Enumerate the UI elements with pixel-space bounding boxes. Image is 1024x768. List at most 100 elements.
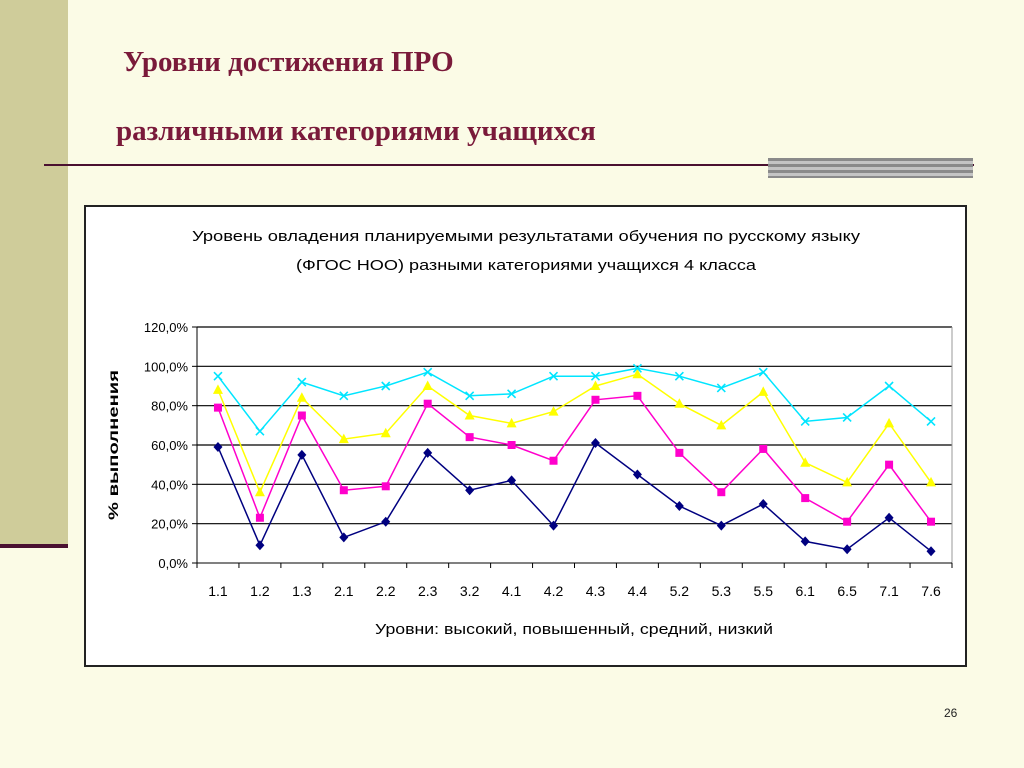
data-point <box>255 513 264 522</box>
data-point <box>926 546 936 557</box>
title-divider-accent <box>768 158 973 178</box>
data-point <box>884 417 895 428</box>
data-point <box>381 516 391 527</box>
data-point <box>590 371 601 381</box>
data-point <box>674 500 684 511</box>
data-point <box>549 520 559 531</box>
data-point <box>716 520 726 531</box>
data-point <box>213 371 223 381</box>
x-tick-label: 4.2 <box>544 583 564 599</box>
data-point <box>800 416 810 426</box>
data-point <box>632 368 643 379</box>
data-point <box>339 486 348 495</box>
data-point <box>717 488 726 497</box>
x-tick-label: 1.2 <box>250 583 270 599</box>
data-point <box>590 380 601 390</box>
data-point <box>758 367 768 377</box>
x-tick-label: 2.1 <box>334 583 354 599</box>
data-point <box>633 391 642 400</box>
data-point <box>632 363 642 373</box>
data-point <box>800 457 811 467</box>
data-point <box>842 476 853 487</box>
data-point <box>549 456 558 465</box>
data-point <box>548 371 559 381</box>
x-tick-label: 5.2 <box>670 583 690 599</box>
data-point <box>297 411 306 420</box>
series-2 <box>213 391 936 526</box>
data-point <box>212 384 223 394</box>
x-tick-label: 4.3 <box>586 583 606 599</box>
chart-frame: Уровень овладения планируемыми результат… <box>84 205 967 667</box>
data-point <box>296 392 307 402</box>
x-axis-label: Уровни: высокий, повышенный, средний, ни… <box>375 621 773 638</box>
x-tick-label: 2.2 <box>376 583 396 599</box>
data-point <box>884 381 894 391</box>
series-lines <box>212 363 937 557</box>
data-point <box>423 367 433 377</box>
page-number: 26 <box>944 706 958 720</box>
data-point <box>465 433 474 442</box>
x-tick-label: 3.2 <box>460 583 480 599</box>
y-tick-label: 20,0% <box>151 517 188 532</box>
x-tick-label: 6.5 <box>837 583 857 599</box>
data-point <box>674 398 685 408</box>
chart-subtitle: (ФГОС НОО) разными категориями учащихся … <box>296 257 757 274</box>
data-point <box>842 412 852 423</box>
slide-title-line-1: Уровни достижения ПРО <box>123 46 454 78</box>
data-point <box>465 485 475 496</box>
x-tick-label: 6.1 <box>795 583 815 599</box>
data-point <box>758 386 769 396</box>
grid-lines <box>192 326 953 564</box>
y-tick-label: 120,0% <box>144 320 189 335</box>
data-point <box>339 391 349 401</box>
x-tick-label: 5.5 <box>754 583 774 599</box>
data-point <box>297 449 307 460</box>
data-point <box>381 482 390 491</box>
data-point <box>843 517 852 526</box>
data-point <box>801 494 810 503</box>
x-tick-label: 1.1 <box>208 583 228 599</box>
series-line <box>217 367 932 433</box>
x-tick-label: 1.3 <box>292 583 312 599</box>
data-point <box>465 391 475 401</box>
data-point <box>675 448 684 457</box>
data-point <box>422 380 433 390</box>
data-point <box>380 427 391 438</box>
data-point <box>464 410 475 420</box>
series-4 <box>213 363 936 436</box>
data-point <box>926 476 937 487</box>
x-tick-label: 4.4 <box>628 583 648 599</box>
data-point <box>590 438 600 449</box>
y-tick-label: 60,0% <box>151 438 188 453</box>
data-point <box>759 444 768 453</box>
data-point <box>927 517 936 526</box>
y-tick-labels: 0,0% 20,0% 40,0% 60,0% 80,0% 100,0% 120,0% <box>144 320 189 571</box>
data-point <box>213 441 223 452</box>
data-point <box>507 475 517 486</box>
title-divider <box>44 164 974 166</box>
x-tick-label: 7.6 <box>921 583 941 599</box>
data-point <box>758 499 768 509</box>
y-tick-label: 100,0% <box>144 359 189 374</box>
x-tick-label: 4.1 <box>502 583 522 599</box>
slide-title-line-2: различными категориями учащихся <box>116 115 596 147</box>
y-tick-label: 0,0% <box>158 556 188 571</box>
data-point <box>674 371 684 381</box>
y-tick-label: 40,0% <box>151 477 188 492</box>
x-tick-label: 2.3 <box>418 583 438 599</box>
x-tick-labels: 1.1 1.2 1.3 2.1 2.2 2.3 3.2 4.1 4.2 4.3 4.4 5.2 5.3 5… <box>196 563 953 599</box>
data-point <box>254 486 265 497</box>
data-point <box>255 540 265 551</box>
data-point <box>842 544 852 555</box>
series-3 <box>212 368 937 497</box>
data-point <box>548 406 559 416</box>
data-point <box>423 447 433 458</box>
data-point <box>255 426 265 436</box>
data-point <box>506 417 517 428</box>
side-band-underline <box>0 544 68 548</box>
x-tick-label: 7.1 <box>879 583 899 599</box>
data-point <box>423 399 432 408</box>
y-axis-label: % выполнения <box>105 370 121 520</box>
data-point <box>800 536 810 547</box>
data-point <box>507 389 517 399</box>
